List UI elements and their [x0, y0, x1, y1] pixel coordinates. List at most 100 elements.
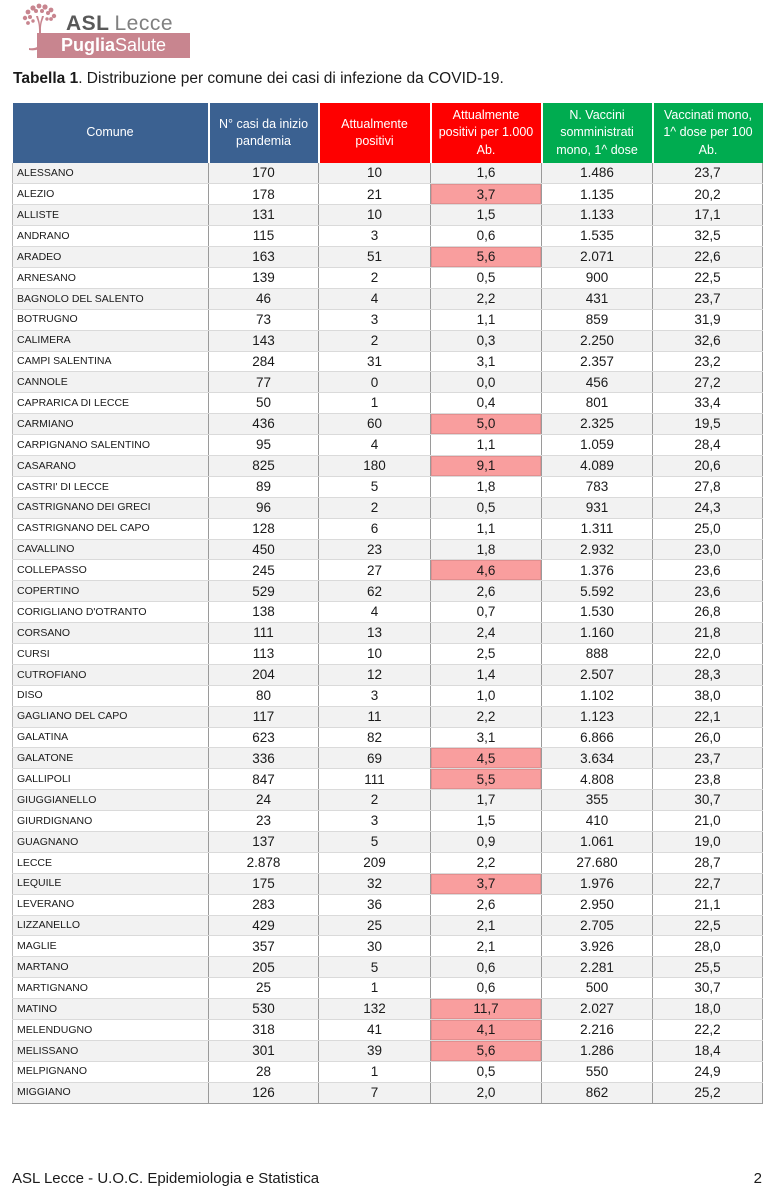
cell-casi: 80: [208, 685, 319, 707]
cell-positivi-per-1000: 1,1: [430, 518, 542, 540]
table-row: COLLEPASSO 245 27 4,6 1.376 23,6: [12, 559, 763, 582]
cell-comune: BOTRUGNO: [12, 309, 209, 331]
cell-casi: 25: [208, 977, 319, 1000]
cell-vaccini: 2.932: [541, 539, 653, 561]
cell-casi: 28: [208, 1061, 319, 1083]
cell-vaccini: 1.160: [541, 622, 653, 644]
cell-comune: CURSI: [12, 643, 209, 665]
cell-casi: 113: [208, 643, 319, 665]
cell-comune: CORSANO: [12, 622, 209, 644]
cell-vaccini: 1.286: [541, 1040, 653, 1062]
cell-vaccinati-per-100: 30,7: [652, 977, 763, 1000]
cell-vaccinati-per-100: 24,3: [652, 497, 763, 519]
cell-vaccinati-per-100: 32,5: [652, 225, 763, 248]
cell-casi: 111: [208, 622, 319, 644]
cell-positivi: 21: [318, 183, 431, 206]
cell-positivi: 27: [318, 559, 431, 582]
cell-positivi: 7: [318, 1082, 431, 1104]
cell-casi: 138: [208, 601, 319, 624]
cell-positivi: 5: [318, 831, 431, 853]
header-comune: Comune: [12, 103, 210, 163]
table-row: CAMPI SALENTINA 284 31 3,1 2.357 23,2: [12, 351, 763, 373]
table-row: CORSANO 111 13 2,4 1.160 21,8: [12, 622, 763, 644]
cell-comune: CORIGLIANO D'OTRANTO: [12, 601, 209, 624]
cell-comune: CASTRI' DI LECCE: [12, 476, 209, 498]
cell-positivi: 39: [318, 1040, 431, 1062]
table-row: CARPIGNANO SALENTINO 95 4 1,1 1.059 28,4: [12, 434, 763, 456]
cell-casi: 245: [208, 559, 319, 582]
cell-positivi-per-1000: 4,1: [430, 1019, 542, 1041]
cell-comune: CALIMERA: [12, 330, 209, 352]
cell-vaccinati-per-100: 28,3: [652, 664, 763, 686]
cell-comune: MARTIGNANO: [12, 977, 209, 1000]
cell-casi: 450: [208, 539, 319, 561]
cell-positivi-per-1000: 2,2: [430, 852, 542, 874]
table-row: ALEZIO 178 21 3,7 1.135 20,2: [12, 183, 763, 206]
cell-positivi-per-1000: 1,6: [430, 163, 542, 185]
cell-positivi: 3: [318, 685, 431, 707]
cell-comune: MAGLIE: [12, 935, 209, 958]
logo-asl-text: ASL Lecce: [66, 12, 173, 36]
cell-positivi-per-1000: 1,0: [430, 685, 542, 707]
table-row: DISO 80 3 1,0 1.102 38,0: [12, 685, 763, 707]
cell-vaccini: 3.634: [541, 747, 653, 770]
table-row: MAGLIE 357 30 2,1 3.926 28,0: [12, 935, 763, 958]
cell-casi: 77: [208, 371, 319, 394]
cell-comune: ARADEO: [12, 246, 209, 268]
cell-comune: COPERTINO: [12, 580, 209, 603]
cell-casi: 205: [208, 956, 319, 979]
cell-positivi: 23: [318, 539, 431, 561]
cell-positivi-per-1000: 0,5: [430, 1061, 542, 1083]
table-row: MELPIGNANO 28 1 0,5 550 24,9: [12, 1061, 763, 1083]
cell-positivi: 82: [318, 727, 431, 749]
cell-positivi: 6: [318, 518, 431, 540]
table-row: CASARANO 825 180 9,1 4.089 20,6: [12, 455, 763, 477]
cell-vaccini: 27.680: [541, 852, 653, 874]
header-casi-inizio-pandemia: N° casi da inizio pandemia: [208, 103, 320, 163]
cell-vaccinati-per-100: 27,8: [652, 476, 763, 498]
table-row: CAVALLINO 450 23 1,8 2.932 23,0: [12, 539, 763, 561]
cell-casi: 50: [208, 392, 319, 415]
cell-positivi-per-1000: 0,6: [430, 956, 542, 979]
cell-vaccini: 4.808: [541, 768, 653, 791]
cell-casi: 170: [208, 163, 319, 185]
cell-positivi: 10: [318, 163, 431, 185]
cell-casi: 23: [208, 810, 319, 832]
cell-positivi: 209: [318, 852, 431, 874]
cell-positivi-per-1000: 1,7: [430, 789, 542, 812]
cell-vaccini: 1.102: [541, 685, 653, 707]
cell-positivi: 180: [318, 455, 431, 477]
cell-positivi-per-1000: 0,6: [430, 977, 542, 1000]
cell-vaccini: 3.926: [541, 935, 653, 958]
cell-comune: DISO: [12, 685, 209, 707]
cell-positivi: 1: [318, 392, 431, 415]
cell-positivi: 13: [318, 622, 431, 644]
table-row: GIURDIGNANO 23 3 1,5 410 21,0: [12, 810, 763, 832]
cell-comune: GUAGNANO: [12, 831, 209, 853]
cell-vaccinati-per-100: 19,0: [652, 831, 763, 853]
cell-positivi: 60: [318, 413, 431, 436]
cell-positivi: 4: [318, 434, 431, 456]
table-row: CORIGLIANO D'OTRANTO 138 4 0,7 1.530 26,…: [12, 601, 763, 624]
cell-casi: 336: [208, 747, 319, 770]
cell-positivi-per-1000: 3,1: [430, 727, 542, 749]
table-row: COPERTINO 529 62 2,6 5.592 23,6: [12, 580, 763, 603]
table-body: ALESSANO 170 10 1,6 1.486 23,7 ALEZIO 17…: [12, 163, 763, 1104]
page-footer: ASL Lecce - U.O.C. Epidemiologia e Stati…: [12, 1170, 762, 1187]
cell-vaccini: 862: [541, 1082, 653, 1104]
cell-positivi: 2: [318, 267, 431, 289]
table-row: CASTRI' DI LECCE 89 5 1,8 783 27,8: [12, 476, 763, 498]
cell-comune: LECCE: [12, 852, 209, 874]
cell-positivi-per-1000: 4,5: [430, 747, 542, 770]
cell-positivi-per-1000: 2,4: [430, 622, 542, 644]
cell-casi: 131: [208, 204, 319, 227]
cell-positivi: 11: [318, 706, 431, 728]
cell-vaccini: 1.535: [541, 225, 653, 248]
cell-comune: GALATINA: [12, 727, 209, 749]
cell-positivi-per-1000: 2,1: [430, 915, 542, 937]
cell-positivi-per-1000: 2,6: [430, 894, 542, 916]
table-row: GAGLIANO DEL CAPO 117 11 2,2 1.123 22,1: [12, 706, 763, 728]
cell-casi: 530: [208, 998, 319, 1021]
cell-vaccinati-per-100: 18,0: [652, 998, 763, 1021]
cell-comune: ARNESANO: [12, 267, 209, 289]
